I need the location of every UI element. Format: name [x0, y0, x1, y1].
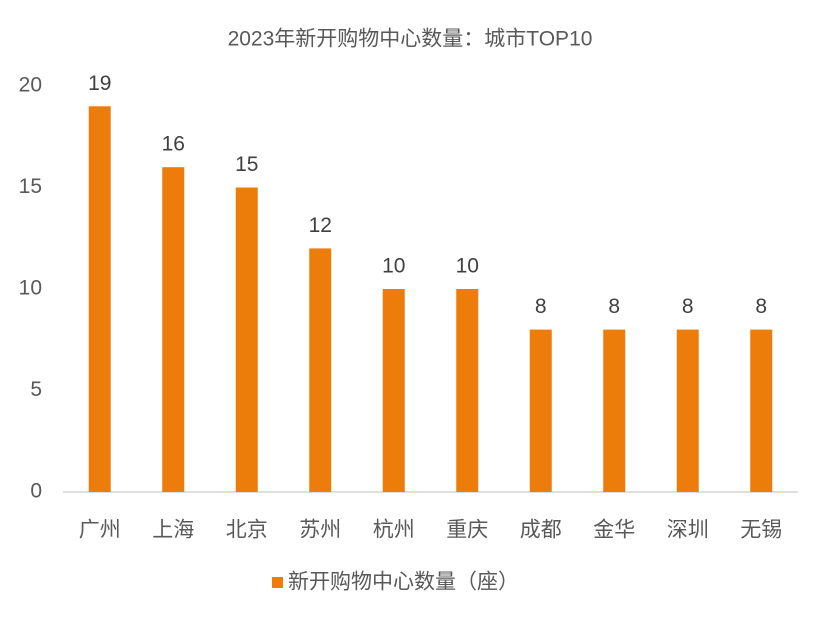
data-label: 12 — [309, 214, 332, 237]
data-label: 8 — [755, 295, 767, 318]
y-tick-label: 20 — [19, 74, 42, 97]
bar — [309, 248, 332, 492]
chart-title: 2023年新开购物中心数量：城市TOP10 — [228, 28, 593, 51]
bar — [162, 167, 185, 492]
x-tick-label: 北京 — [226, 519, 268, 542]
x-tick-label: 苏州 — [299, 519, 341, 542]
x-tick-label: 重庆 — [446, 519, 488, 542]
y-tick-label: 0 — [30, 480, 42, 503]
legend-swatch — [272, 577, 283, 588]
data-label: 8 — [535, 295, 547, 318]
x-tick-label: 广州 — [79, 519, 121, 542]
data-label: 19 — [88, 72, 111, 95]
data-label: 10 — [382, 255, 405, 278]
y-tick-label: 10 — [19, 277, 42, 300]
data-label: 16 — [162, 133, 185, 156]
data-label: 8 — [608, 295, 620, 318]
y-tick-label: 5 — [30, 378, 42, 401]
data-label: 8 — [682, 295, 694, 318]
y-tick-label: 15 — [19, 175, 42, 198]
data-label: 15 — [235, 153, 258, 176]
bar — [382, 289, 405, 492]
bar — [529, 329, 552, 492]
bar — [235, 187, 258, 492]
x-tick-label: 无锡 — [740, 519, 782, 542]
bar — [456, 289, 479, 492]
bar — [603, 329, 626, 492]
bar — [88, 106, 111, 493]
legend-label: 新开购物中心数量（座） — [288, 571, 519, 594]
x-tick-label: 金华 — [593, 519, 635, 542]
x-tick-label: 杭州 — [373, 519, 415, 542]
bar — [750, 329, 773, 492]
x-tick-label: 深圳 — [667, 519, 709, 542]
x-tick-label: 上海 — [152, 519, 194, 542]
bar — [676, 329, 699, 492]
data-label: 10 — [456, 255, 479, 278]
x-tick-label: 成都 — [520, 519, 562, 542]
